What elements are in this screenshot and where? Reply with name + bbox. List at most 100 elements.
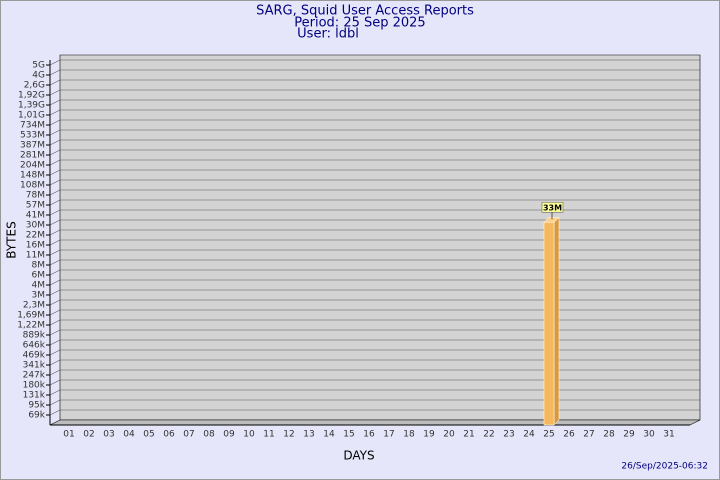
y-tick-label: 1,01G — [18, 111, 45, 121]
x-tick-label: 08 — [203, 430, 215, 440]
y-tick-label: 1,92G — [18, 91, 45, 101]
grid-line — [49, 79, 61, 86]
x-tick-label: 14 — [323, 430, 335, 440]
grid-line — [49, 149, 61, 156]
y-tick-label: 22M — [26, 231, 45, 241]
x-tick-label: 16 — [363, 430, 375, 440]
x-tick-label: 30 — [643, 430, 655, 440]
x-tick-label: 18 — [403, 430, 415, 440]
x-tick-label: 03 — [103, 430, 114, 440]
y-tick-label: 281M — [20, 151, 45, 161]
grid-line — [49, 359, 61, 366]
y-tick-label: 57M — [26, 201, 45, 211]
chart-title: SARG, Squid User Access Reports — [256, 4, 474, 19]
x-tick-label: 23 — [503, 430, 514, 440]
y-tick-label: 6M — [32, 271, 46, 281]
y-tick-label: 247k — [23, 371, 46, 381]
grid-line — [49, 159, 61, 166]
x-tick-label: 10 — [243, 430, 255, 440]
y-tick-label: 1,22M — [17, 321, 45, 331]
grid-line — [49, 139, 61, 146]
y-tick-label: 16M — [26, 241, 45, 251]
floor — [49, 419, 701, 426]
x-tick-label: 19 — [423, 430, 435, 440]
grid-line — [49, 329, 61, 336]
x-tick-label: 01 — [63, 430, 74, 440]
x-tick-label: 22 — [483, 430, 494, 440]
chart-subtitle: Period: 25 Sep 2025 — [294, 16, 425, 31]
x-tick-label: 28 — [603, 430, 615, 440]
grid-line — [49, 319, 61, 326]
y-tick-label: 180k — [23, 381, 46, 391]
y-tick-label: 8M — [32, 261, 46, 271]
grid-line — [49, 299, 61, 306]
grid-line — [49, 229, 61, 236]
x-tick-label: 24 — [523, 430, 535, 440]
y-tick-label: 69k — [28, 411, 45, 421]
grid-line — [49, 89, 61, 96]
value-label-box — [541, 201, 564, 213]
y-tick-label: 3M — [32, 291, 46, 301]
y-tick-label: 533M — [20, 131, 45, 141]
y-tick-label: 2,3M — [23, 301, 45, 311]
x-axis-title: DAYS — [343, 449, 374, 463]
y-tick-label: 131k — [23, 391, 46, 401]
grid-line — [49, 69, 61, 76]
y-tick-label: 108M — [20, 181, 45, 191]
y-axis-title: BYTES — [5, 221, 19, 258]
grid-line — [49, 109, 61, 116]
grid-line — [49, 59, 61, 66]
x-tick-label: 31 — [663, 430, 674, 440]
grid-line — [49, 119, 61, 126]
x-tick-label: 29 — [623, 430, 635, 440]
grid-line — [49, 399, 61, 406]
x-tick-label: 13 — [303, 430, 314, 440]
grid-line — [49, 259, 61, 266]
y-tick-label: 889k — [23, 331, 46, 341]
x-tick-label: 06 — [163, 430, 175, 440]
bar — [543, 222, 555, 426]
grid-line — [49, 309, 61, 316]
y-tick-label: 1,39G — [18, 101, 45, 111]
y-tick-label: 387M — [20, 141, 45, 151]
x-tick-label: 07 — [183, 430, 194, 440]
y-tick-label: 4M — [32, 281, 46, 291]
y-tick-label: 646k — [23, 341, 46, 351]
x-tick-label: 15 — [343, 430, 354, 440]
grid-line — [49, 339, 61, 346]
value-label: 33M — [543, 203, 562, 212]
chart-subtitle: User: ldbl — [297, 27, 359, 42]
y-tick-label: 78M — [26, 191, 45, 201]
y-tick-label: 5G — [32, 61, 45, 71]
y-tick-label: 41M — [26, 211, 45, 221]
y-tick-label: 1,69M — [17, 311, 45, 321]
bar-side — [553, 216, 560, 426]
y-tick-label: 734M — [20, 121, 45, 131]
y-tick-label: 2,6G — [24, 81, 45, 91]
grid-line — [49, 379, 61, 386]
x-tick-label: 05 — [143, 430, 154, 440]
x-tick-label: 09 — [223, 430, 235, 440]
y-tick-label: 4G — [32, 71, 45, 81]
x-tick-label: 26 — [563, 430, 575, 440]
grid-line — [49, 409, 61, 416]
grid-line — [49, 179, 61, 186]
x-tick-label: 27 — [583, 430, 594, 440]
grid-line — [49, 239, 61, 246]
x-tick-label: 02 — [83, 430, 94, 440]
grid-line — [49, 249, 61, 256]
grid-line — [49, 369, 61, 376]
grid-line — [49, 219, 61, 226]
grid-line — [49, 199, 61, 206]
footer: 26/Sep/2025-06:32 — [621, 462, 708, 472]
grid-line — [49, 99, 61, 106]
x-tick-label: 17 — [383, 430, 394, 440]
grid-line — [49, 269, 61, 276]
x-tick-label: 21 — [463, 430, 474, 440]
grid-line — [49, 279, 61, 286]
y-tick-label: 95k — [28, 401, 45, 411]
grid-line — [49, 289, 61, 296]
y-tick-label: 204M — [20, 161, 45, 171]
